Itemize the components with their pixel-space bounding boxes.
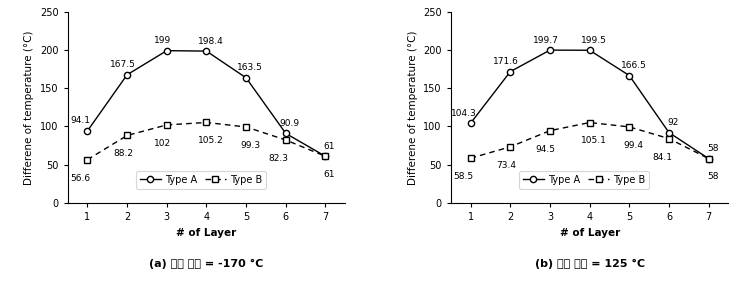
Type A bbox=[202, 49, 211, 53]
Y-axis label: Differene of temperature (°C): Differene of temperature (°C) bbox=[408, 30, 418, 184]
Type A bbox=[282, 132, 291, 135]
Text: 102: 102 bbox=[154, 139, 171, 148]
Text: 167.5: 167.5 bbox=[110, 60, 136, 69]
Text: 163.5: 163.5 bbox=[237, 63, 263, 72]
Type B bbox=[665, 137, 674, 140]
Text: 82.3: 82.3 bbox=[269, 154, 289, 163]
Type B bbox=[162, 123, 171, 127]
Type A bbox=[665, 131, 674, 134]
Type A bbox=[83, 129, 92, 133]
Line: Type A: Type A bbox=[468, 47, 712, 162]
Text: 58.5: 58.5 bbox=[454, 172, 474, 181]
Line: Type B: Type B bbox=[468, 119, 712, 162]
Text: 84.1: 84.1 bbox=[652, 153, 672, 162]
Text: 56.6: 56.6 bbox=[71, 173, 91, 183]
Text: 88.2: 88.2 bbox=[113, 149, 133, 158]
Text: 199.5: 199.5 bbox=[581, 36, 607, 45]
Type A bbox=[242, 76, 251, 79]
Text: 61: 61 bbox=[324, 170, 336, 179]
X-axis label: # of Layer: # of Layer bbox=[176, 228, 237, 238]
Text: 58: 58 bbox=[707, 144, 719, 153]
Text: 166.5: 166.5 bbox=[620, 61, 647, 70]
Legend: Type A, Type B: Type A, Type B bbox=[519, 171, 650, 189]
Title: (b) 외부 온도 = 125 °C: (b) 외부 온도 = 125 °C bbox=[535, 259, 644, 269]
Y-axis label: Differene of temperature (°C): Differene of temperature (°C) bbox=[24, 30, 35, 184]
Type A bbox=[704, 157, 713, 160]
Text: 198.4: 198.4 bbox=[198, 37, 224, 46]
Type B bbox=[466, 157, 475, 160]
Text: 105.1: 105.1 bbox=[581, 136, 607, 145]
Type A bbox=[625, 74, 634, 77]
Text: 199: 199 bbox=[154, 36, 171, 45]
Type A bbox=[466, 122, 475, 125]
Type A bbox=[585, 48, 594, 52]
Type A bbox=[122, 73, 131, 77]
Text: 171.6: 171.6 bbox=[493, 57, 519, 66]
Text: 58: 58 bbox=[707, 173, 719, 182]
Type B bbox=[242, 125, 251, 129]
Text: 99.3: 99.3 bbox=[240, 141, 261, 150]
Type B bbox=[83, 158, 92, 162]
Type B bbox=[202, 121, 211, 124]
Text: 199.7: 199.7 bbox=[533, 36, 559, 45]
Type B bbox=[545, 129, 554, 133]
Type B bbox=[585, 121, 594, 124]
Text: 105.2: 105.2 bbox=[198, 136, 224, 145]
Type B bbox=[625, 125, 634, 129]
Text: 94.5: 94.5 bbox=[535, 144, 556, 153]
Text: 99.4: 99.4 bbox=[623, 141, 644, 150]
Type B bbox=[321, 155, 330, 158]
Type A bbox=[505, 70, 514, 73]
Text: 94.1: 94.1 bbox=[71, 116, 90, 125]
Type B bbox=[122, 134, 131, 137]
Type A bbox=[545, 48, 554, 52]
Line: Type B: Type B bbox=[84, 119, 328, 163]
Type A bbox=[162, 49, 171, 52]
Type B bbox=[704, 157, 713, 160]
Text: 90.9: 90.9 bbox=[280, 119, 300, 128]
Text: 104.3: 104.3 bbox=[451, 108, 477, 117]
Text: 61: 61 bbox=[324, 142, 336, 151]
Type A bbox=[321, 155, 330, 158]
Type B bbox=[505, 145, 514, 148]
Title: (a) 외부 온도 = -170 °C: (a) 외부 온도 = -170 °C bbox=[149, 259, 264, 269]
Text: 73.4: 73.4 bbox=[496, 161, 516, 170]
Text: 92: 92 bbox=[668, 118, 679, 127]
Type B bbox=[282, 138, 291, 142]
Legend: Type A, Type B: Type A, Type B bbox=[136, 171, 266, 189]
X-axis label: # of Layer: # of Layer bbox=[559, 228, 620, 238]
Line: Type A: Type A bbox=[84, 48, 328, 160]
